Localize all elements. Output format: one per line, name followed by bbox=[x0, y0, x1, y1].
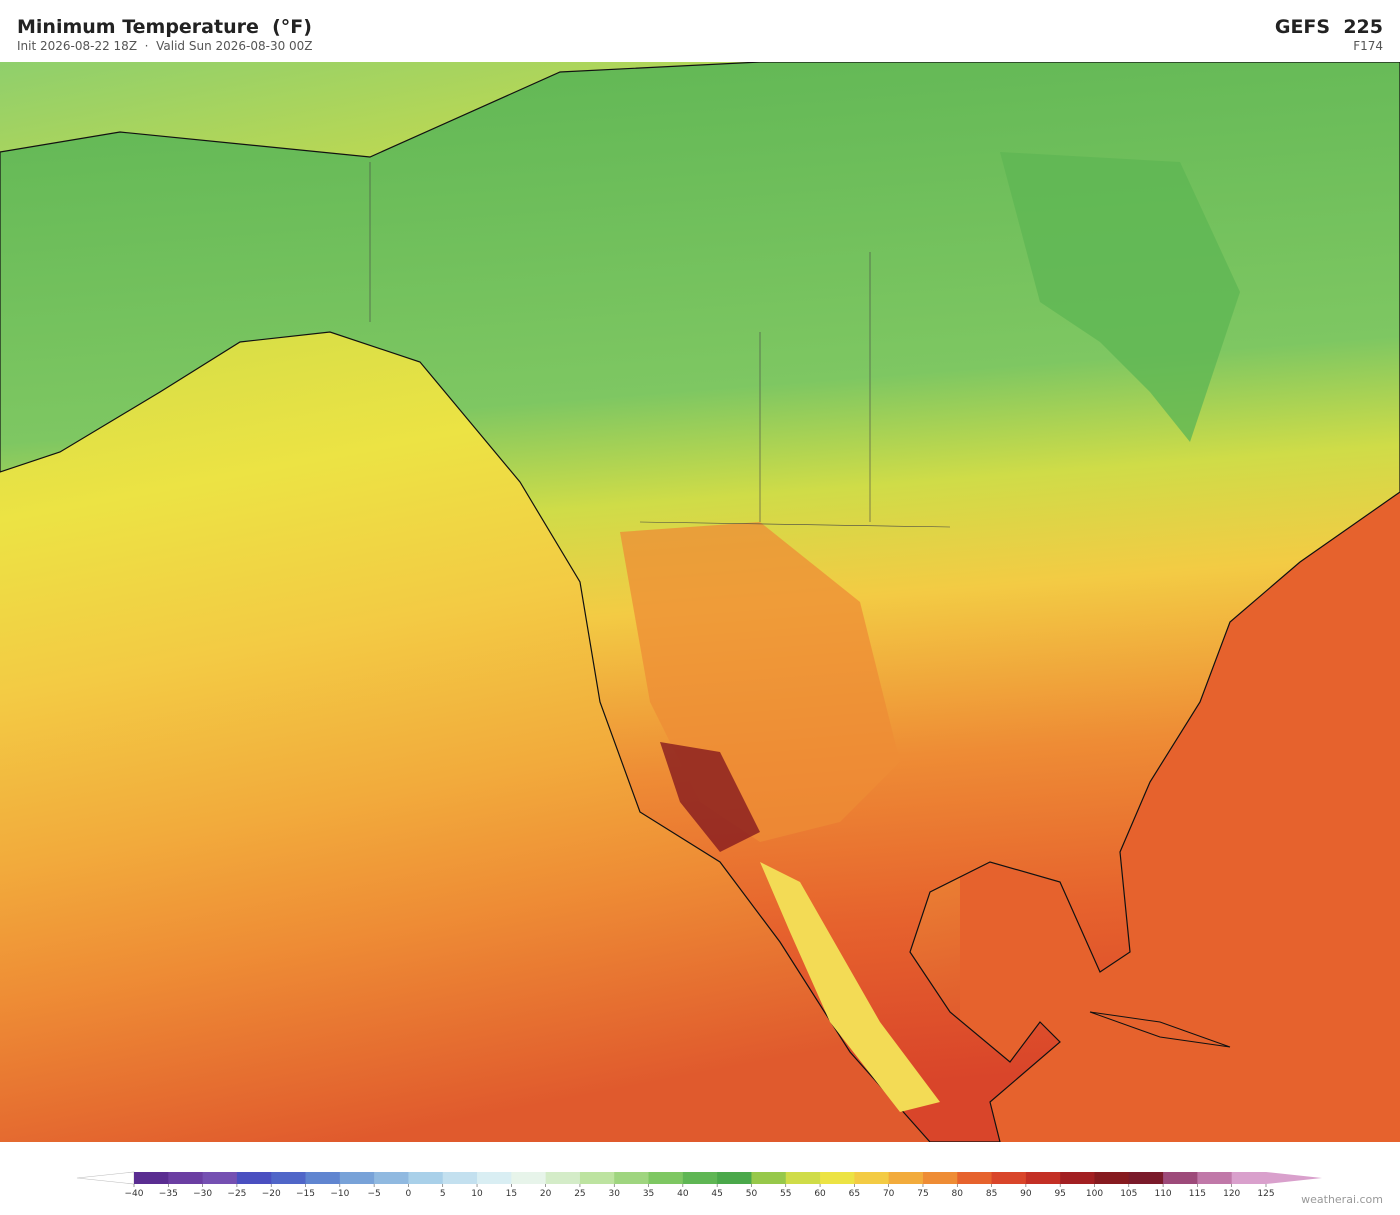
colorbar-swatch bbox=[168, 1172, 204, 1184]
colorbar-swatch bbox=[134, 1172, 169, 1184]
borders bbox=[369, 162, 951, 528]
colorbar-tick-label: 110 bbox=[1154, 1189, 1171, 1199]
colorbar-tick-label: −5 bbox=[367, 1189, 380, 1199]
colorbar-swatch bbox=[957, 1172, 993, 1184]
cuba bbox=[1089, 1011, 1231, 1048]
colorbar-tick-label: 125 bbox=[1257, 1189, 1274, 1199]
subtitle: Init 2026-08-22 18Z · Valid Sun 2026-08-… bbox=[17, 39, 313, 53]
colorbar-tick-label: −10 bbox=[330, 1189, 349, 1199]
colorbar-swatch bbox=[648, 1172, 684, 1184]
forecast-hour: F174 bbox=[1353, 39, 1383, 53]
colorbar-tick-label: 70 bbox=[883, 1189, 895, 1199]
colorbar-tick-label: 65 bbox=[849, 1189, 860, 1199]
colorbar-tick-label: −25 bbox=[227, 1189, 246, 1199]
colorbar-tick-label: 50 bbox=[746, 1189, 758, 1199]
credit: weatherai.com bbox=[1301, 1193, 1383, 1206]
colorbar-tick-label: 0 bbox=[406, 1189, 412, 1199]
colorbar-swatch bbox=[751, 1172, 787, 1184]
colorbar-tick-label: −40 bbox=[125, 1189, 144, 1199]
colorbar-swatch bbox=[1025, 1172, 1061, 1184]
map bbox=[0, 62, 1400, 1142]
colorbar-swatch bbox=[614, 1172, 650, 1184]
colorbar-tick-label: 95 bbox=[1054, 1189, 1065, 1199]
colorbar-tick-label: 55 bbox=[780, 1189, 791, 1199]
colorbar-tick-label: 20 bbox=[540, 1189, 552, 1199]
colorbar-swatch bbox=[1197, 1172, 1233, 1184]
colorbar-swatch bbox=[785, 1172, 821, 1184]
colorbar-swatch bbox=[682, 1172, 718, 1184]
colorbar-tick-label: −15 bbox=[296, 1189, 315, 1199]
colorbar-tick-label: 85 bbox=[986, 1189, 997, 1199]
colorbar-tick-label: 5 bbox=[440, 1189, 446, 1199]
colorbar-swatch bbox=[545, 1172, 581, 1184]
colorbar-swatch bbox=[579, 1172, 615, 1184]
colorbar-swatch bbox=[202, 1172, 238, 1184]
colorbar-swatch bbox=[922, 1172, 958, 1184]
colorbar-tick-label: 105 bbox=[1120, 1189, 1137, 1199]
colorbar-tick-label: 60 bbox=[814, 1189, 826, 1199]
colorbar-tick-label: 30 bbox=[609, 1189, 621, 1199]
colorbar-tick-label: 80 bbox=[952, 1189, 964, 1199]
colorbar-swatch bbox=[339, 1172, 375, 1184]
colorbar-swatch bbox=[717, 1172, 752, 1184]
colorbar-tick-label: 15 bbox=[506, 1189, 517, 1199]
colorbar-swatch bbox=[305, 1172, 341, 1184]
colorbar-swatch bbox=[1163, 1172, 1198, 1184]
colorbar-tick-label: 25 bbox=[574, 1189, 585, 1199]
colorbar-swatch bbox=[271, 1172, 307, 1184]
model-label: GEFS 225 bbox=[1274, 16, 1383, 38]
colorbar-swatch bbox=[1128, 1172, 1164, 1184]
colorbar-swatch bbox=[408, 1172, 444, 1184]
colorbar-swatch bbox=[442, 1172, 478, 1184]
desert-southwest bbox=[660, 742, 760, 852]
colorbar-tick-label: −20 bbox=[262, 1189, 281, 1199]
title: Minimum Temperature (°F) bbox=[17, 16, 312, 38]
colorbar-tick-label: 75 bbox=[917, 1189, 928, 1199]
colorbar-tick-label: 100 bbox=[1086, 1189, 1103, 1199]
colorbar-swatch bbox=[477, 1172, 512, 1184]
colorbar-tick-label: 35 bbox=[643, 1189, 654, 1199]
colorbar-swatch bbox=[236, 1172, 272, 1184]
colorbar-tick-label: 10 bbox=[471, 1189, 483, 1199]
hudson-region bbox=[1000, 152, 1240, 442]
colorbar-swatch bbox=[1094, 1172, 1130, 1184]
colorbar-swatch bbox=[854, 1172, 890, 1184]
colorbar-tick-label: −35 bbox=[159, 1189, 178, 1199]
colorbar-tick-label: 120 bbox=[1223, 1189, 1240, 1199]
colorbar-swatch bbox=[511, 1172, 547, 1184]
colorbar-tick-label: 115 bbox=[1189, 1189, 1206, 1199]
colorbar: −40 −35 −30 −25 −20 −15 −10 −5 0 5 10 15 20 25 30 35 40 4… bbox=[76, 1171, 1322, 1199]
mexican-highlands bbox=[760, 862, 940, 1112]
colorbar-swatch bbox=[374, 1172, 409, 1184]
colorbar-swatch bbox=[1231, 1172, 1267, 1184]
colorbar-tick-label: 40 bbox=[677, 1189, 689, 1199]
colorbar-swatch bbox=[991, 1172, 1027, 1184]
colorbar-swatch bbox=[888, 1172, 924, 1184]
colorbar-tick-label: 90 bbox=[1020, 1189, 1032, 1199]
colorbar-swatch bbox=[820, 1172, 855, 1184]
colorbar-tick-label: 45 bbox=[711, 1189, 722, 1199]
colorbar-extend-low bbox=[76, 1171, 135, 1185]
colorbar-tick-label: −30 bbox=[193, 1189, 212, 1199]
colorbar-swatch bbox=[1060, 1172, 1095, 1184]
colorbar-extend-high bbox=[1266, 1172, 1322, 1184]
